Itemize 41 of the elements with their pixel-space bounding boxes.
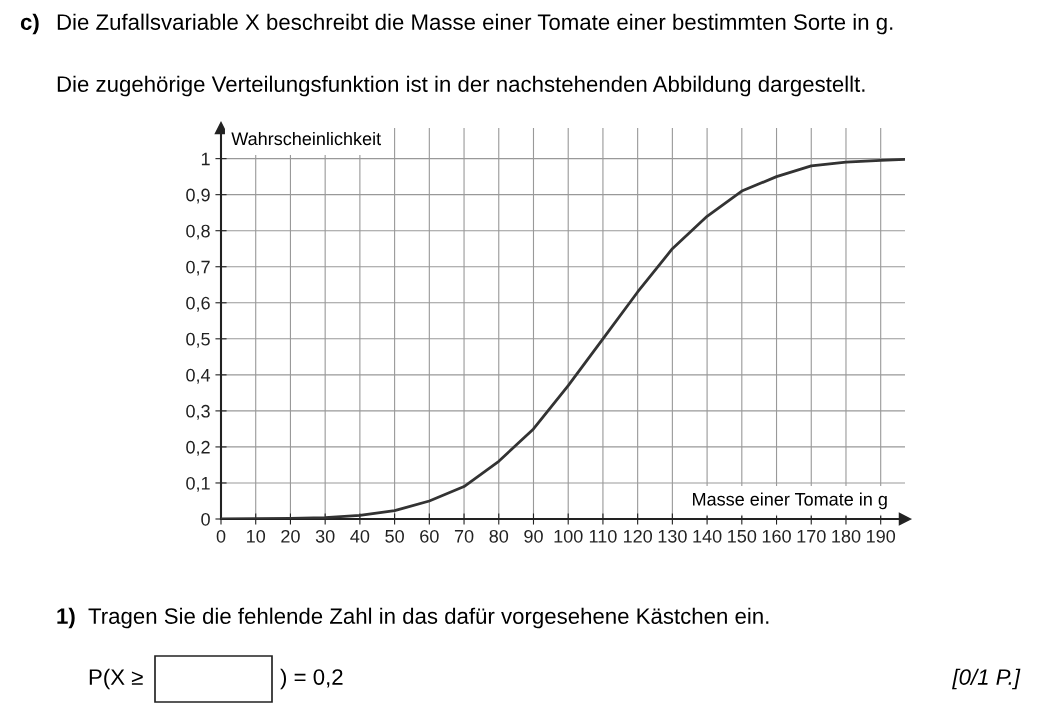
x-tick-label: 90 xyxy=(524,529,543,543)
x-tick-label: 170 xyxy=(797,529,826,543)
x-tick-label: 20 xyxy=(281,529,300,543)
x-tick-label: 0 xyxy=(216,529,226,543)
text: [0/1 P.] xyxy=(952,668,1021,690)
y-axis-title: Wahrscheinlichkeit xyxy=(231,131,381,146)
x-tick-label: 70 xyxy=(454,529,474,543)
x-tick-label: 160 xyxy=(762,529,791,543)
y-tick-label: 0,8 xyxy=(186,224,210,240)
x-axis-title: Masse einer Tomate in g xyxy=(693,492,887,510)
y-tick-label: 1 xyxy=(201,152,210,166)
y-tick-label: 0,7 xyxy=(186,260,210,276)
x-tick-label: 180 xyxy=(832,529,861,543)
x-tick-label: 150 xyxy=(728,529,757,543)
text: c) xyxy=(20,13,39,35)
x-tick-label: 10 xyxy=(247,529,266,543)
text: P(X ≥ xyxy=(89,668,143,690)
x-tick-label: 100 xyxy=(554,529,583,543)
text: 1) xyxy=(57,607,75,629)
y-tick-label: 0,2 xyxy=(186,440,210,456)
y-tick-label: 0,4 xyxy=(186,368,211,384)
x-tick-label: 140 xyxy=(693,529,722,543)
text: ) = 0,2 xyxy=(280,668,343,690)
text: Die zugehörige Verteilungsfunktion ist in der nachstehenden Abbildung dargestellt. xyxy=(57,75,865,97)
y-tick-label: 0 xyxy=(201,512,210,526)
x-tick-label: 190 xyxy=(867,529,896,543)
y-tick-label: 0,9 xyxy=(186,188,210,204)
x-tick-label: 50 xyxy=(385,529,404,543)
y-tick-label: 0,6 xyxy=(186,296,210,312)
x-tick-label: 60 xyxy=(420,529,439,543)
y-tick-label: 0,3 xyxy=(186,404,210,420)
y-tick-label: 0,1 xyxy=(186,476,210,492)
y-tick-label: 0,5 xyxy=(186,332,210,348)
x-tick-label: 40 xyxy=(350,529,370,543)
x-tick-label: 120 xyxy=(623,529,653,543)
x-tick-label: 110 xyxy=(589,529,617,543)
text: Die Zufallsvariable X beschreibt die Masse einer Tomate einer bestimmten Sorte in g. xyxy=(57,13,893,35)
x-tick-label: 80 xyxy=(489,529,509,543)
text: Tragen Sie die fehlende Zahl in das dafür vorgesehene Kästchen ein. xyxy=(88,607,769,629)
x-tick-label: 130 xyxy=(658,529,687,543)
x-tick-label: 30 xyxy=(315,529,335,543)
